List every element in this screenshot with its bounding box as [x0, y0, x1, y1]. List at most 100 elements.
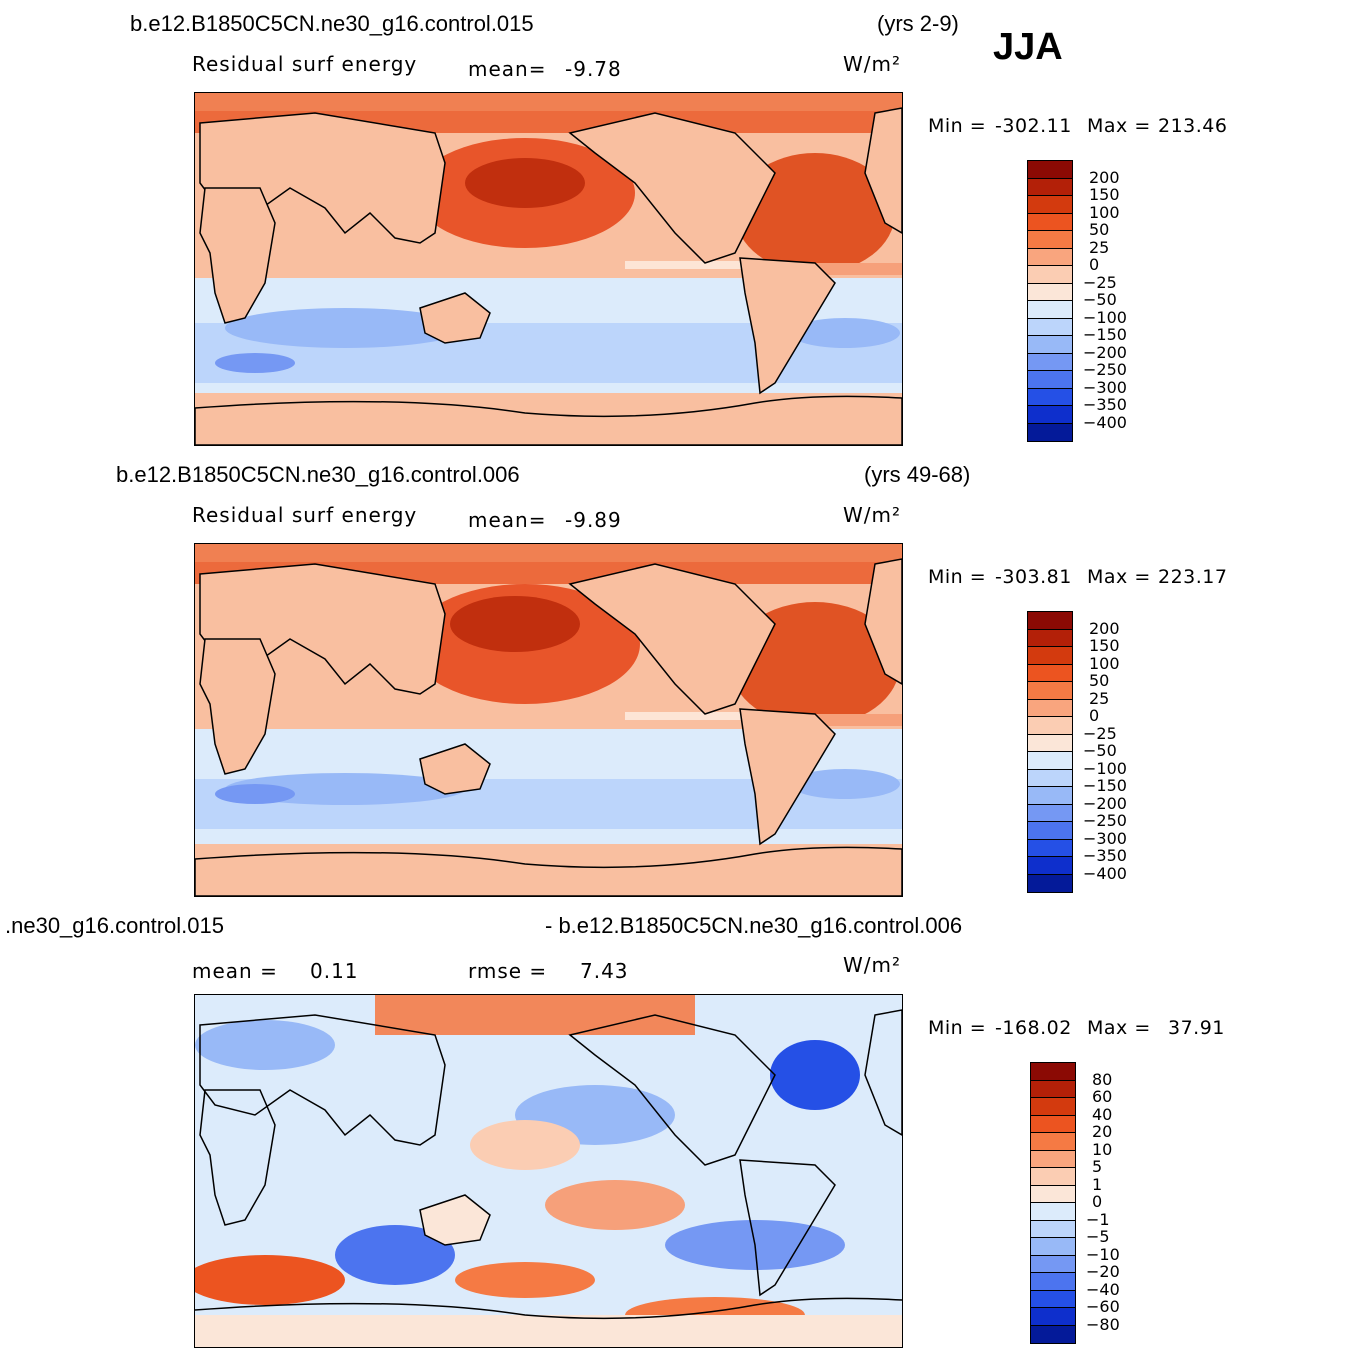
panel3-rmse-label: rmse = — [468, 959, 548, 983]
panel3-case-label-right: - b.e12.B1850C5CN.ne30_g16.control.006 — [545, 913, 963, 938]
colorbar-swatch — [1028, 612, 1072, 630]
colorbar-swatch — [1028, 388, 1072, 406]
panel2-years: (yrs 49-68) — [864, 462, 971, 487]
colorbar-level-label: 10 — [1092, 1139, 1113, 1159]
panel3-max-label: Max = — [1087, 1017, 1151, 1039]
colorbar-swatch — [1031, 1168, 1075, 1186]
colorbar-swatch — [1028, 353, 1072, 371]
colorbar-level-label: 100 — [1089, 202, 1120, 222]
colorbar-swatch — [1031, 1325, 1075, 1343]
colorbar-level-label: −10 — [1086, 1244, 1120, 1264]
panel1-colorbar-swatches — [1027, 160, 1073, 442]
colorbar-swatch — [1028, 629, 1072, 647]
colorbar-swatch — [1028, 301, 1072, 319]
colorbar-swatch — [1028, 283, 1072, 301]
colorbar-swatch — [1031, 1203, 1075, 1221]
colorbar-swatch — [1028, 406, 1072, 424]
colorbar-swatch — [1028, 161, 1072, 179]
panel1-map-svg — [195, 93, 902, 445]
colorbar-swatch — [1028, 734, 1072, 752]
colorbar-swatch — [1031, 1063, 1075, 1081]
colorbar-level-label: 100 — [1089, 653, 1120, 673]
colorbar-level-label: −100 — [1083, 758, 1127, 778]
colorbar-swatch — [1028, 664, 1072, 682]
colorbar-swatch — [1031, 1080, 1075, 1098]
colorbar-level-label: 150 — [1089, 636, 1120, 655]
colorbar-level-label: 1 — [1092, 1174, 1103, 1194]
panel2-mean-value: -9.89 — [565, 508, 622, 532]
colorbar-level-label: −350 — [1083, 395, 1127, 414]
colorbar-level-label: 80 — [1092, 1069, 1113, 1089]
colorbar-level-label: 60 — [1092, 1087, 1113, 1106]
colorbar-level-label: 25 — [1089, 237, 1110, 257]
panel2-map-svg — [195, 544, 902, 896]
colorbar-level-label: 25 — [1089, 688, 1110, 708]
colorbar-swatch — [1031, 1185, 1075, 1203]
colorbar-level-label: −150 — [1083, 776, 1127, 795]
colorbar-swatch — [1028, 178, 1072, 196]
colorbar-swatch — [1031, 1150, 1075, 1168]
colorbar-level-label: −100 — [1083, 307, 1127, 327]
colorbar-level-label: 5 — [1092, 1157, 1103, 1176]
panel3-max-value: 37.91 — [1168, 1017, 1225, 1039]
panel2-min-label: Min = — [928, 566, 987, 588]
colorbar-swatch — [1028, 717, 1072, 735]
colorbar-level-label: −25 — [1083, 272, 1117, 292]
colorbar-swatch — [1031, 1255, 1075, 1273]
colorbar-level-label: −80 — [1086, 1314, 1120, 1334]
colorbar-swatch — [1028, 248, 1072, 266]
colorbar-level-label: −200 — [1083, 793, 1127, 813]
colorbar-swatch — [1028, 822, 1072, 840]
panel3-colorbar-swatches — [1030, 1062, 1076, 1344]
panel3-min-label: Min = — [928, 1017, 987, 1039]
panel1-case-label: b.e12.B1850C5CN.ne30_g16.control.015 — [130, 11, 534, 36]
colorbar-level-label: −250 — [1083, 811, 1127, 830]
panel3-map-svg — [195, 995, 902, 1347]
colorbar-level-label: −150 — [1083, 325, 1127, 344]
colorbar-swatch — [1028, 874, 1072, 892]
colorbar-level-label: −1 — [1086, 1209, 1110, 1229]
panel3-min-value: -168.02 — [995, 1017, 1072, 1039]
colorbar-swatch — [1031, 1220, 1075, 1238]
colorbar-swatch — [1031, 1308, 1075, 1326]
colorbar-level-label: 0 — [1089, 706, 1100, 725]
colorbar-swatch — [1028, 231, 1072, 249]
colorbar-swatch — [1028, 857, 1072, 875]
colorbar-swatch — [1031, 1098, 1075, 1116]
colorbar-swatch — [1028, 769, 1072, 787]
panel2-mean-label: mean= — [468, 508, 547, 532]
panel1-mean-value: -9.78 — [565, 57, 622, 81]
colorbar-level-label: 150 — [1089, 185, 1120, 204]
colorbar-swatch — [1028, 699, 1072, 717]
panel2-min-value: -303.81 — [995, 566, 1072, 588]
panel3-map — [194, 994, 903, 1348]
colorbar-swatch — [1028, 423, 1072, 441]
panel2-units: W/m² — [843, 503, 902, 527]
colorbar-swatch — [1028, 682, 1072, 700]
colorbar-level-label: −350 — [1083, 846, 1127, 865]
colorbar-swatch — [1031, 1133, 1075, 1151]
colorbar-level-label: −400 — [1083, 412, 1127, 432]
colorbar-level-label: 40 — [1092, 1104, 1113, 1124]
colorbar-swatch — [1031, 1290, 1075, 1308]
colorbar-level-label: −5 — [1086, 1227, 1110, 1246]
colorbar-swatch — [1028, 318, 1072, 336]
colorbar-swatch — [1028, 752, 1072, 770]
panel1-units: W/m² — [843, 52, 902, 76]
colorbar-swatch — [1028, 196, 1072, 214]
panel2-max-label: Max = — [1087, 566, 1151, 588]
colorbar-level-label: 20 — [1092, 1122, 1113, 1141]
colorbar-level-label: −25 — [1083, 723, 1117, 743]
panel3-mean-value: 0.11 — [310, 959, 359, 983]
colorbar-level-label: −40 — [1086, 1279, 1120, 1299]
colorbar-level-label: −20 — [1086, 1262, 1120, 1281]
panel1-min-value: -302.11 — [995, 115, 1072, 137]
colorbar-swatch — [1031, 1115, 1075, 1133]
panel3-mean-label: mean = — [192, 959, 278, 983]
colorbar-level-label: −200 — [1083, 342, 1127, 362]
panel1-years: (yrs 2-9) — [877, 11, 959, 36]
panel1-min-label: Min = — [928, 115, 987, 137]
colorbar-swatch — [1031, 1273, 1075, 1291]
colorbar-swatch — [1031, 1238, 1075, 1256]
panel1-map — [194, 92, 903, 446]
